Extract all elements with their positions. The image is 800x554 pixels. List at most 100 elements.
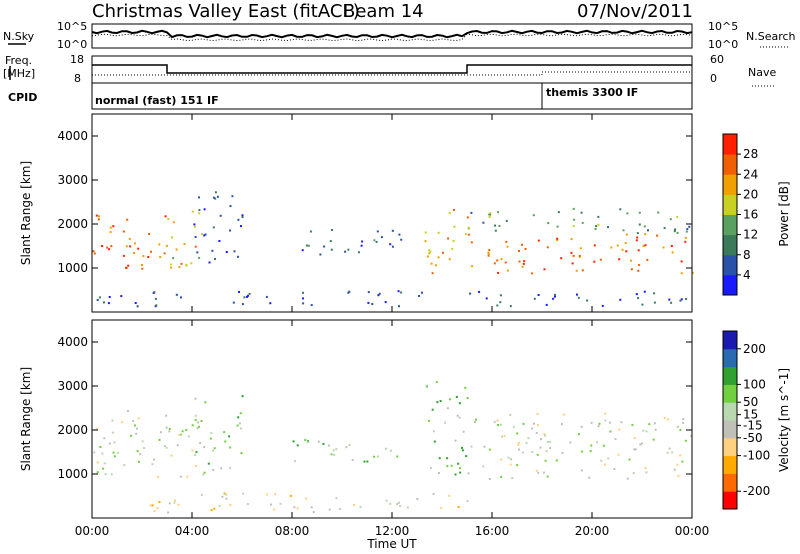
velocity-cell xyxy=(597,425,600,428)
power-cell xyxy=(593,260,596,263)
power-cell xyxy=(203,234,206,237)
power-cell xyxy=(647,229,649,232)
velocity-cell xyxy=(156,507,159,510)
velocity-cell xyxy=(642,429,645,432)
power-cell xyxy=(467,226,470,229)
power-cell xyxy=(686,228,689,231)
power-cell xyxy=(636,232,639,235)
velocity-cell xyxy=(446,407,449,410)
velocity-cell xyxy=(223,431,226,434)
power-cell xyxy=(175,248,178,251)
cpid-segment-2: themis 3300 IF xyxy=(546,86,638,99)
power-cell xyxy=(429,250,432,253)
velocity-cell xyxy=(676,463,679,466)
velocity-cell xyxy=(633,448,636,451)
velocity-cell xyxy=(296,507,299,510)
velocity-cell xyxy=(598,422,601,425)
velocity-cell xyxy=(210,509,213,512)
velocity-cell xyxy=(385,447,387,450)
velocity-cell xyxy=(613,468,616,470)
power-cell xyxy=(619,208,622,211)
power-colorbar-tick-label: 28 xyxy=(743,147,758,161)
power-cell xyxy=(248,292,251,295)
velocity-cell xyxy=(101,452,104,455)
power-cell xyxy=(442,251,444,254)
power-cell xyxy=(367,301,370,304)
power-cell xyxy=(219,214,222,217)
velocity-cell xyxy=(677,474,680,477)
power-cell xyxy=(500,258,503,261)
power-cell xyxy=(509,305,512,308)
power-cell xyxy=(470,211,473,214)
velocity-cell xyxy=(151,504,154,507)
power-cell xyxy=(575,269,578,272)
velocity-cell xyxy=(165,446,168,449)
velocity-cell xyxy=(522,422,525,425)
velocity-cell xyxy=(126,410,129,412)
velocity-cell xyxy=(618,428,621,431)
power-colorbar-swatch xyxy=(723,174,737,195)
power-cell xyxy=(397,290,400,293)
velocity-cell xyxy=(580,469,583,472)
velocity-cell xyxy=(228,435,231,438)
velocity-cell xyxy=(236,424,239,427)
power-cell xyxy=(204,233,207,236)
velocity-cell xyxy=(430,467,432,470)
power-cell xyxy=(238,290,240,293)
power-cell xyxy=(545,303,548,306)
power-cell xyxy=(330,248,333,251)
velocity-cell xyxy=(488,448,491,451)
power-cell xyxy=(225,251,228,253)
velocity-colorbar-frame xyxy=(722,330,738,510)
velocity-cell xyxy=(103,437,106,440)
power-cell xyxy=(619,298,622,301)
velocity-cell xyxy=(450,464,453,467)
power-cell xyxy=(150,250,152,253)
velocity-cell xyxy=(204,401,207,404)
velocity-cell xyxy=(213,507,216,510)
power-cell xyxy=(597,215,600,218)
power-cell xyxy=(120,295,123,298)
velocity-cell xyxy=(440,507,443,510)
velocity-cell xyxy=(682,418,685,421)
time-tick-label: 12:00 xyxy=(375,524,410,538)
velocity-cell xyxy=(432,493,435,495)
nsearch-label: N.Search xyxy=(746,30,796,43)
velocity-cell xyxy=(458,416,461,419)
power-cell xyxy=(231,195,234,198)
velocity-cell xyxy=(335,448,338,451)
velocity-cell xyxy=(433,440,436,443)
power-cell xyxy=(400,238,403,241)
velocity-cell xyxy=(544,459,547,462)
power-cell xyxy=(576,293,578,296)
velocity-cell xyxy=(159,431,162,434)
velocity-colorbar-tick-label: 15 xyxy=(743,408,758,422)
power-cell xyxy=(597,223,600,226)
velocity-cell xyxy=(385,499,388,502)
velocity-cell xyxy=(373,455,376,458)
power-cell xyxy=(125,245,128,248)
velocity-cell xyxy=(561,451,564,454)
power-cell xyxy=(229,205,232,208)
velocity-cell xyxy=(609,421,612,424)
power-cell xyxy=(448,212,451,215)
velocity-cell xyxy=(539,446,542,449)
velocity-cell xyxy=(225,493,228,496)
velocity-cell xyxy=(348,443,351,446)
power-cell xyxy=(424,240,427,243)
power-cell xyxy=(653,301,656,304)
velocity-cell xyxy=(137,460,140,463)
velocity-cell xyxy=(186,475,189,478)
velocity-cell xyxy=(684,439,687,442)
velocity-cell xyxy=(238,422,241,425)
power-cell xyxy=(159,256,162,259)
power-cell xyxy=(237,218,240,221)
velocity-colorbar-swatch xyxy=(723,455,737,474)
power-cell xyxy=(214,258,216,260)
power-cell xyxy=(178,266,181,269)
power-cell xyxy=(398,305,400,308)
power-cell xyxy=(323,245,326,248)
velocity-cell xyxy=(458,402,461,405)
power-cell xyxy=(375,240,378,243)
velocity-cell xyxy=(195,465,197,467)
